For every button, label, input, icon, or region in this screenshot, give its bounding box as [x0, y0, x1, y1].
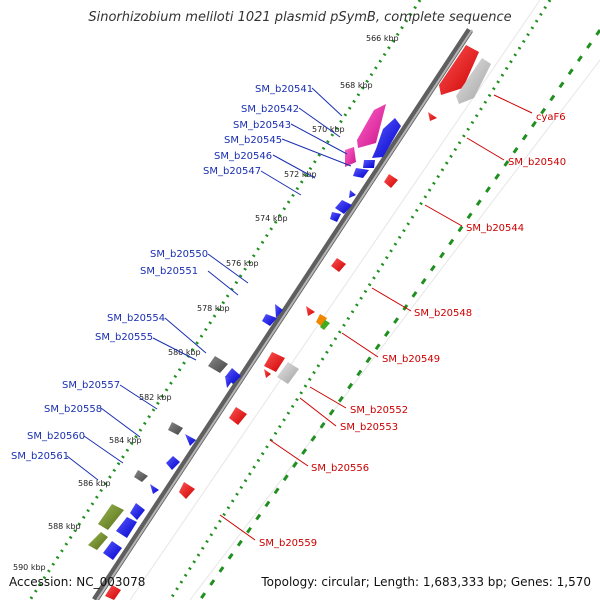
gene-feature[interactable] — [353, 168, 369, 178]
accession-text: Accession: NC_003078 — [9, 575, 145, 589]
ruler-label: 588 kbp — [48, 522, 81, 531]
reverse-features — [105, 45, 491, 600]
gene-label[interactable]: SM_b20556 — [311, 463, 369, 474]
gene-feature[interactable] — [335, 200, 352, 214]
gene-feature[interactable] — [130, 503, 145, 520]
gene-feature[interactable] — [150, 484, 159, 494]
gene-label[interactable]: SM_b20544 — [466, 223, 524, 234]
left-gene-labels: SM_b20541 SM_b20542 SM_b20543 SM_b20545 … — [11, 84, 313, 462]
gene-label[interactable]: SM_b20560 — [27, 431, 85, 442]
gene-feature[interactable] — [179, 482, 195, 499]
gene-label[interactable]: SM_b20551 — [140, 266, 198, 277]
ruler-label: 590 kbp — [13, 563, 46, 572]
gene-feature[interactable] — [103, 541, 122, 560]
gene-label[interactable]: SM_b20559 — [259, 538, 317, 549]
ruler-label: 572 kbp — [284, 170, 317, 179]
gene-feature[interactable] — [384, 174, 398, 188]
gene-label[interactable]: SM_b20555 — [95, 332, 153, 343]
gene-feature[interactable] — [428, 112, 437, 121]
gene-label[interactable]: SM_b20541 — [255, 84, 313, 95]
gene-label[interactable]: SM_b20542 — [241, 104, 299, 115]
gene-feature[interactable] — [225, 376, 233, 388]
gene-label[interactable]: SM_b20561 — [11, 451, 69, 462]
gene-feature[interactable] — [330, 212, 341, 222]
gene-label[interactable]: SM_b20552 — [350, 405, 408, 416]
ruler-labels: 566 kbp 568 kbp 570 kbp 572 kbp 574 kbp … — [13, 34, 399, 572]
gene-label[interactable]: SM_b20543 — [233, 120, 291, 131]
gene-label[interactable]: SM_b20540 — [508, 157, 566, 168]
genome-backbone-highlight — [96, 29, 473, 600]
gene-feature[interactable] — [372, 118, 401, 158]
ruler-label: 570 kbp — [312, 125, 345, 134]
gene-feature[interactable] — [262, 314, 277, 326]
ruler-label: 578 kbp — [197, 304, 230, 313]
gene-feature[interactable] — [185, 434, 196, 446]
gene-feature[interactable] — [134, 470, 148, 482]
gene-feature[interactable] — [105, 585, 121, 600]
gene-feature[interactable] — [306, 306, 315, 316]
topology-text: Topology: circular; Length: 1,683,333 bp… — [260, 575, 591, 589]
gene-feature[interactable] — [168, 422, 183, 435]
gene-feature[interactable] — [277, 362, 299, 384]
gene-label[interactable]: SM_b20545 — [224, 135, 282, 146]
gene-feature[interactable] — [345, 147, 356, 167]
gene-feature[interactable] — [208, 356, 228, 373]
gene-feature[interactable] — [88, 532, 108, 550]
gene-label[interactable]: SM_b20553 — [340, 422, 398, 433]
gene-feature[interactable] — [439, 45, 479, 95]
ruler-label: 586 kbp — [78, 479, 111, 488]
map-title: Sinorhizobium meliloti 1021 plasmid pSym… — [88, 10, 511, 25]
right-label-connectors — [219, 94, 533, 541]
gene-feature[interactable] — [363, 160, 375, 168]
gene-label[interactable]: SM_b20554 — [107, 313, 165, 324]
gene-label[interactable]: SM_b20550 — [150, 249, 208, 260]
gene-feature[interactable] — [357, 104, 386, 148]
ruler-label: 566 kbp — [366, 34, 399, 43]
ruler-label: 568 kbp — [340, 81, 373, 90]
gene-feature[interactable] — [275, 304, 283, 318]
gene-label[interactable]: SM_b20557 — [62, 380, 120, 391]
gene-feature[interactable] — [456, 58, 491, 104]
gene-feature[interactable] — [264, 369, 271, 378]
ruler-label: 582 kbp — [139, 393, 172, 402]
gene-feature[interactable] — [264, 352, 285, 372]
gene-feature[interactable] — [166, 456, 180, 470]
gene-feature[interactable] — [316, 314, 327, 327]
inner-guide-line — [189, 59, 600, 600]
ruler-label: 576 kbp — [226, 259, 259, 268]
gene-feature[interactable] — [98, 504, 124, 530]
gene-label[interactable]: SM_b20548 — [414, 308, 472, 319]
left-label-connectors — [66, 87, 352, 481]
gene-label[interactable]: cyaF6 — [536, 112, 566, 123]
gene-label[interactable]: SM_b20546 — [214, 151, 272, 162]
forward-features — [88, 104, 401, 560]
gene-feature[interactable] — [320, 320, 330, 330]
right-gene-labels: cyaF6 SM_b20540 SM_b20544 SM_b20548 SM_b… — [259, 112, 566, 549]
gene-label[interactable]: SM_b20549 — [382, 354, 440, 365]
ruler-label: 580 kbp — [168, 348, 201, 357]
gene-feature[interactable] — [331, 258, 346, 272]
gene-label[interactable]: SM_b20547 — [203, 166, 261, 177]
ruler-label: 574 kbp — [255, 214, 288, 223]
forward-track-dotted-line — [168, 0, 552, 600]
ruler-dotted-line — [28, 0, 422, 600]
gene-feature[interactable] — [349, 190, 356, 198]
gene-feature[interactable] — [229, 407, 247, 425]
outer-guide-line — [129, 0, 541, 600]
reverse-track-dashed-line — [198, 29, 600, 600]
ruler-label: 584 kbp — [109, 436, 142, 445]
genome-backbone — [92, 28, 473, 600]
gene-feature[interactable] — [116, 517, 137, 538]
gene-label[interactable]: SM_b20558 — [44, 404, 102, 415]
